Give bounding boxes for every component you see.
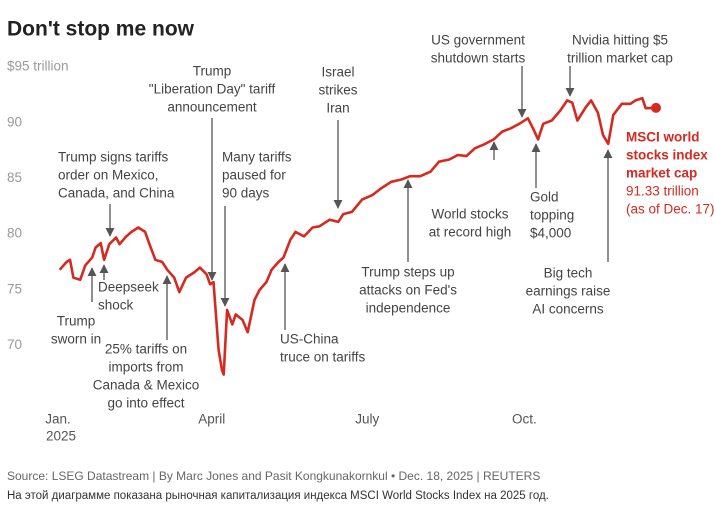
annotation: Nvidia hitting $5 <box>572 33 668 48</box>
x-tick-label: April <box>198 412 225 427</box>
caption: На этой диаграмме показана рыночная капи… <box>7 490 549 502</box>
annotation: attacks on Fed's <box>359 283 457 298</box>
annotation: "Liberation Day" tariff <box>149 82 276 97</box>
annotation: $4,000 <box>530 226 571 241</box>
annotation: at record high <box>429 225 512 240</box>
annotation: Canada & Mexico <box>93 378 200 393</box>
annotation: Trump <box>193 64 232 79</box>
annotation: paused for <box>222 168 286 183</box>
annotation: earnings raise <box>526 284 611 299</box>
chart-title: Don't stop me now <box>7 18 195 41</box>
end-value-label: 91.33 trillion <box>626 184 699 199</box>
y-tick-label: 90 <box>7 114 22 129</box>
annotation: Deepseek <box>98 280 159 295</box>
annotation: shutdown starts <box>431 51 526 66</box>
y-tick-label: 70 <box>7 337 22 352</box>
annotation: World stocks <box>431 207 508 222</box>
annotation: AI concerns <box>532 302 604 317</box>
annotation: sworn in <box>51 332 101 347</box>
annotation: order on Mexico, <box>58 168 159 183</box>
annotation: Trump steps up <box>361 265 454 280</box>
annotation: US government <box>431 33 525 48</box>
annotation: topping <box>530 208 574 223</box>
x-tick-label: July <box>355 412 379 427</box>
series-label: stocks index <box>626 148 708 163</box>
annotation: Canada, and China <box>58 186 175 201</box>
source: Source: LSEG Datastream | By Marc Jones … <box>7 469 540 483</box>
annotation: Iran <box>326 101 349 116</box>
x-tick-sublabel: 2025 <box>46 429 76 444</box>
annotation: imports from <box>108 360 183 375</box>
annotation: trillion market cap <box>567 51 673 66</box>
annotation: Gold <box>530 190 559 205</box>
annotation: strikes <box>318 83 357 98</box>
end-note: (as of Dec. 17) <box>626 202 714 217</box>
y-tick-label: 80 <box>7 226 22 241</box>
annotation: Many tariffs <box>222 150 292 165</box>
annotation: go into effect <box>107 396 184 411</box>
annotation: 25% tariffs on <box>105 342 187 357</box>
y-tick-label: 75 <box>7 281 22 296</box>
series-line <box>58 96 657 376</box>
end-dot <box>651 102 661 113</box>
x-tick-label: Jan. <box>45 412 71 427</box>
annotation: Trump <box>57 314 96 329</box>
annotation: announcement <box>167 100 257 115</box>
annotation: independence <box>366 301 451 316</box>
annotation: Big tech <box>544 266 593 281</box>
annotation: Israel <box>321 65 354 80</box>
series-label: MSCI world <box>626 130 700 145</box>
annotation: truce on tariffs <box>280 350 366 365</box>
annotation: shock <box>98 298 134 313</box>
y-tick-label: $95 trillion <box>7 59 69 74</box>
annotation: US-China <box>280 332 339 347</box>
annotation: Trump signs tariffs <box>58 150 169 165</box>
annotation: 90 days <box>222 186 270 201</box>
series-label: market cap <box>626 166 697 181</box>
y-tick-label: 85 <box>7 170 22 185</box>
x-tick-label: Oct. <box>512 412 537 427</box>
